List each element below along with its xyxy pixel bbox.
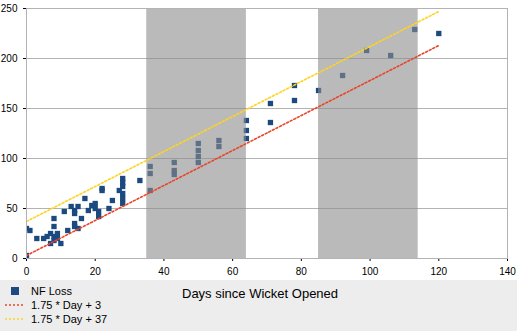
svg-text:0: 0 bbox=[12, 253, 18, 264]
svg-text:100: 100 bbox=[362, 266, 379, 277]
svg-text:40: 40 bbox=[158, 266, 170, 277]
svg-text:20: 20 bbox=[90, 266, 102, 277]
svg-text:140: 140 bbox=[499, 266, 516, 277]
svg-text:200: 200 bbox=[1, 53, 18, 64]
html-text:NF Loss: NF Loss bbox=[31, 285, 72, 297]
html-text:1.75 * Day + 37: 1.75 * Day + 37 bbox=[31, 313, 108, 325]
svg-text:50: 50 bbox=[6, 203, 18, 214]
svg-text:250: 250 bbox=[1, 3, 18, 14]
svg-text:60: 60 bbox=[227, 266, 239, 277]
html-text:Days since Wicket Opened: Days since Wicket Opened bbox=[182, 286, 339, 301]
html-text:1.75 * Day + 3: 1.75 * Day + 3 bbox=[31, 299, 101, 311]
svg-text:120: 120 bbox=[430, 266, 447, 277]
svg-text:150: 150 bbox=[1, 103, 18, 114]
svg-text:80: 80 bbox=[296, 266, 308, 277]
svg-text:0: 0 bbox=[24, 266, 30, 277]
svg-text:100: 100 bbox=[1, 153, 18, 164]
